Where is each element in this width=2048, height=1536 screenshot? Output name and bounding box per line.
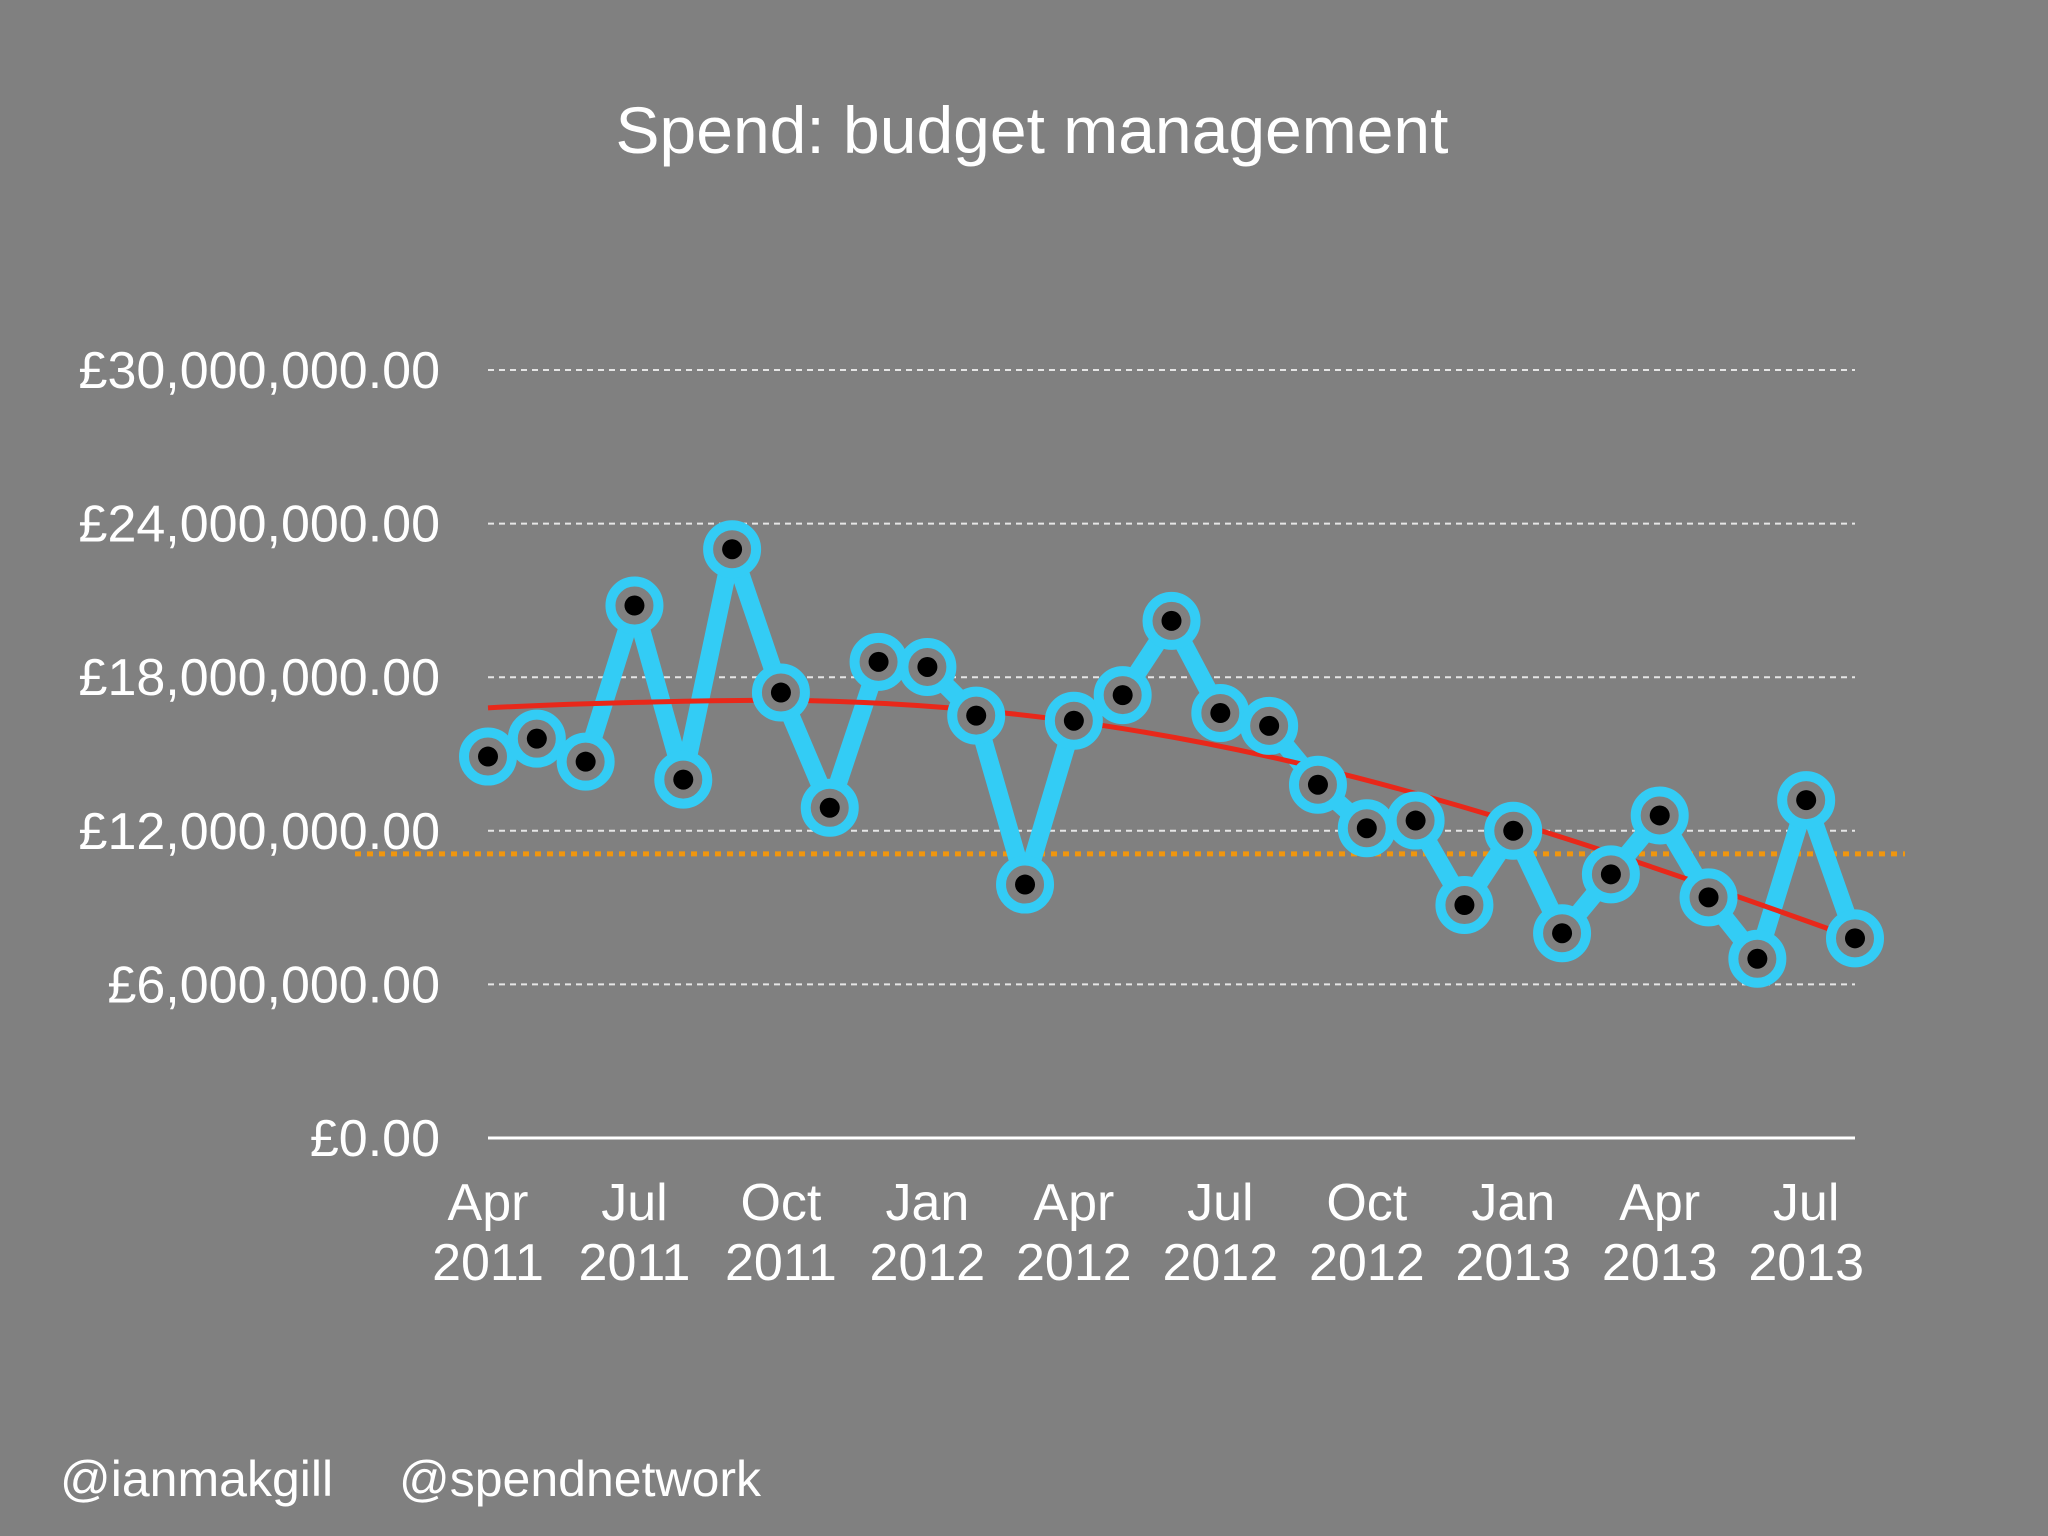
data-point bbox=[800, 778, 859, 837]
data-point-dot bbox=[673, 769, 694, 790]
x-tick-label-year: 2012 bbox=[870, 1234, 986, 1292]
data-point bbox=[947, 686, 1006, 745]
data-point bbox=[1777, 771, 1836, 830]
data-point-dot bbox=[868, 651, 889, 672]
data-point bbox=[1484, 801, 1543, 860]
data-point-dot bbox=[819, 797, 840, 818]
y-tick-label: £30,000,000.00 bbox=[79, 342, 440, 400]
data-point bbox=[1093, 666, 1152, 725]
data-point bbox=[654, 750, 713, 809]
y-tick-label: £0.00 bbox=[310, 1110, 440, 1168]
data-point bbox=[703, 520, 762, 579]
data-point-dot bbox=[1454, 895, 1475, 916]
x-tick-label-year: 2011 bbox=[432, 1234, 544, 1292]
data-point-dot bbox=[1845, 928, 1865, 949]
twitter-handle-ianmakgill: @ianmakgill bbox=[60, 1451, 334, 1507]
data-point bbox=[507, 709, 566, 768]
trendline-group bbox=[487, 697, 1856, 941]
data-point bbox=[556, 732, 615, 791]
data-point-dot bbox=[1600, 864, 1621, 885]
x-tick-label-month: Apr bbox=[1619, 1174, 1700, 1232]
data-point-dot bbox=[1356, 818, 1377, 839]
x-tick-label-year: 2013 bbox=[1602, 1234, 1718, 1292]
data-point-dot bbox=[1552, 923, 1573, 944]
x-tick-label-year: 2013 bbox=[1748, 1234, 1864, 1292]
data-point bbox=[1581, 845, 1640, 904]
data-point-dot bbox=[624, 595, 645, 616]
x-tick-label-month: Oct bbox=[1326, 1174, 1407, 1232]
x-tick-label-year: 2013 bbox=[1455, 1234, 1571, 1292]
data-point-dot bbox=[1161, 610, 1182, 631]
y-tick-label: £6,000,000.00 bbox=[107, 956, 440, 1014]
data-point bbox=[1142, 591, 1201, 650]
data-point-dot bbox=[770, 682, 791, 703]
chart-title: Spend: budget management bbox=[615, 93, 1449, 167]
x-tick-label-month: Oct bbox=[740, 1174, 821, 1232]
data-point bbox=[1288, 755, 1347, 814]
x-tick-label-year: 2012 bbox=[1309, 1234, 1425, 1292]
x-tick-label-year: 2012 bbox=[1162, 1234, 1278, 1292]
twitter-handle-spendnetwork: @spendnetwork bbox=[398, 1451, 762, 1507]
data-point-dot bbox=[1063, 710, 1084, 731]
data-point-dot bbox=[1015, 874, 1036, 895]
data-point bbox=[1533, 904, 1592, 963]
data-point bbox=[1191, 684, 1250, 743]
footer-credits: @ianmakgill @spendnetwork bbox=[60, 1450, 813, 1508]
data-point-dot bbox=[575, 751, 596, 772]
data-point-dot bbox=[478, 746, 498, 767]
data-point bbox=[751, 663, 810, 722]
x-tick-label-month: Jul bbox=[1187, 1174, 1253, 1232]
x-tick-label-year: 2011 bbox=[725, 1234, 837, 1292]
data-point-dot bbox=[1259, 715, 1280, 736]
data-point-dot bbox=[1405, 810, 1426, 831]
x-tick-label-month: Jan bbox=[1471, 1174, 1555, 1232]
x-tick-label-year: 2012 bbox=[1016, 1234, 1132, 1292]
data-point-dot bbox=[1796, 790, 1817, 811]
y-tick-label: £12,000,000.00 bbox=[79, 803, 440, 861]
y-axis-tick-labels: £0.00 £6,000,000.00 £12,000,000.00 £18,000,… bbox=[79, 342, 440, 1168]
data-point bbox=[1386, 791, 1445, 850]
data-point bbox=[1240, 696, 1299, 755]
data-point-dot bbox=[1112, 685, 1133, 706]
data-point-dot bbox=[1747, 948, 1768, 969]
x-tick-label-month: Apr bbox=[1033, 1174, 1114, 1232]
data-point bbox=[605, 576, 664, 635]
data-markers bbox=[459, 520, 1884, 988]
y-tick-label: £24,000,000.00 bbox=[79, 496, 440, 554]
data-point bbox=[898, 637, 957, 696]
data-point-dot bbox=[1649, 805, 1670, 826]
data-point bbox=[1630, 786, 1689, 845]
data-point bbox=[849, 632, 908, 691]
data-point bbox=[459, 727, 517, 786]
data-point-dot bbox=[1307, 774, 1328, 795]
x-tick-label-month: Apr bbox=[448, 1174, 529, 1232]
data-point-dot bbox=[1210, 703, 1231, 724]
y-tick-label: £18,000,000.00 bbox=[79, 649, 440, 707]
data-point bbox=[1826, 909, 1884, 968]
x-tick-label-month: Jul bbox=[1773, 1174, 1839, 1232]
gridlines bbox=[488, 369, 1855, 986]
data-point-dot bbox=[966, 705, 987, 726]
data-point-dot bbox=[917, 656, 938, 677]
data-point bbox=[1337, 799, 1396, 858]
data-point bbox=[996, 855, 1055, 914]
x-tick-label-month: Jul bbox=[601, 1174, 667, 1232]
data-point bbox=[1679, 868, 1738, 927]
data-point bbox=[1435, 876, 1494, 935]
trendline bbox=[487, 697, 1856, 941]
x-tick-label-year: 2011 bbox=[579, 1234, 691, 1292]
data-point bbox=[1044, 691, 1103, 750]
x-axis-tick-labels: Apr2011Jul2011Oct2011Jan2012Apr2012Jul20… bbox=[432, 1174, 1864, 1292]
data-point-dot bbox=[722, 539, 743, 560]
x-tick-label-month: Jan bbox=[885, 1174, 969, 1232]
data-point bbox=[1728, 929, 1787, 988]
data-point-dot bbox=[1503, 820, 1524, 841]
data-point-dot bbox=[526, 728, 547, 749]
data-point-dot bbox=[1698, 887, 1719, 908]
